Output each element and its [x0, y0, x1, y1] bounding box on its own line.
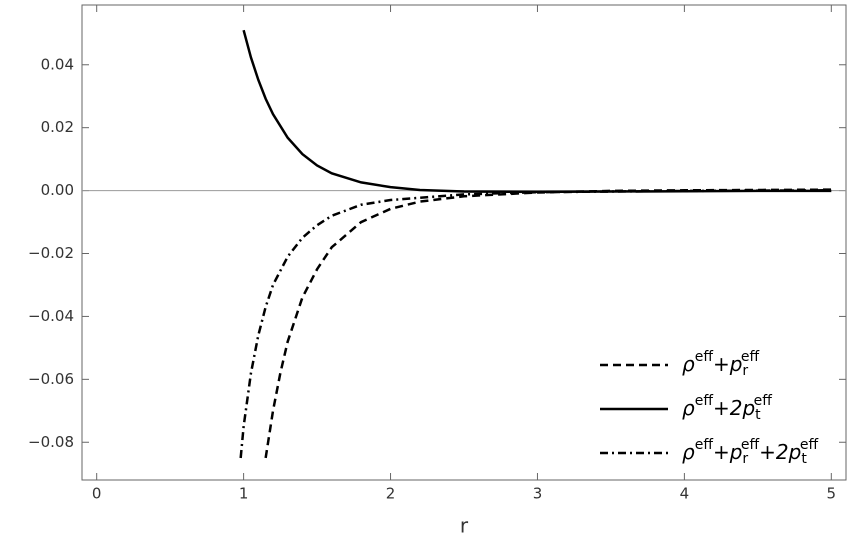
y-tick-label: −0.02: [28, 244, 74, 262]
x-tick-label: 1: [239, 485, 249, 503]
y-tick-label: 0.04: [41, 55, 74, 73]
plot-frame: [81, 4, 847, 481]
x-tick-label: 4: [680, 485, 690, 503]
legend-label-part: ρ: [682, 352, 695, 376]
series-line: [239, 189, 832, 459]
legend-label-part: t: [755, 407, 761, 423]
legend-label: ρeff+2pteff: [682, 393, 772, 423]
legend-label-part: eff: [741, 349, 760, 365]
legend-label-part: +2p: [713, 396, 755, 420]
y-tick-label: −0.04: [28, 307, 74, 325]
legend-label-part: +2p: [759, 440, 801, 464]
y-tick-label: 0.00: [41, 181, 74, 199]
y-tick-label: −0.08: [28, 433, 74, 451]
legend-label-part: ρ: [682, 396, 695, 420]
legend-label-part: +p: [713, 352, 742, 376]
y-tick-label: 0.02: [41, 118, 74, 136]
legend-label-part: eff: [741, 437, 760, 453]
x-axis-label: r: [460, 514, 469, 538]
legend-label-part: +p: [713, 440, 742, 464]
legend-label-part: r: [742, 363, 748, 379]
legend-label-part: r: [742, 451, 748, 467]
x-tick-label: 2: [386, 485, 396, 503]
x-tick-label: 0: [92, 485, 102, 503]
legend-label: ρeff+preff+2pteff: [682, 437, 818, 467]
legend-label-part: eff: [695, 349, 714, 365]
legend-label: ρeff+preff: [682, 349, 759, 379]
legend-label-part: t: [801, 451, 807, 467]
x-tick-label: 5: [827, 485, 837, 503]
x-tick-label: 3: [533, 485, 543, 503]
legend-label-part: eff: [754, 393, 773, 409]
legend-label-part: ρ: [682, 440, 695, 464]
legend-label-part: eff: [800, 437, 819, 453]
series-line: [242, 29, 832, 194]
legend-label-part: eff: [695, 393, 714, 409]
y-tick-label: −0.06: [28, 370, 74, 388]
legend-label-part: eff: [695, 437, 714, 453]
